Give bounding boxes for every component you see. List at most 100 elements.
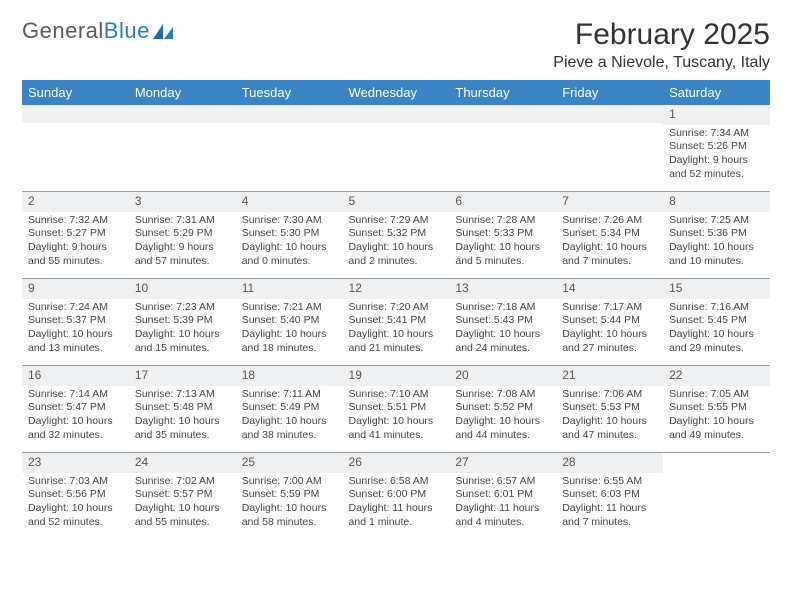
day-details: Sunrise: 7:00 AMSunset: 5:59 PMDaylight:… xyxy=(236,473,343,534)
day-cell: 22Sunrise: 7:05 AMSunset: 5:55 PMDayligh… xyxy=(663,366,770,453)
day-details: Sunrise: 7:31 AMSunset: 5:29 PMDaylight:… xyxy=(129,212,236,273)
day-number: 19 xyxy=(343,366,450,386)
day-details: Sunrise: 7:30 AMSunset: 5:30 PMDaylight:… xyxy=(236,212,343,273)
sunset-text: Sunset: 5:43 PM xyxy=(455,314,550,328)
daylight1-text: Daylight: 10 hours xyxy=(562,415,657,429)
day-cell: 21Sunrise: 7:06 AMSunset: 5:53 PMDayligh… xyxy=(556,366,663,453)
day-cell xyxy=(556,105,663,192)
day-number: 17 xyxy=(129,366,236,386)
day-number: 28 xyxy=(556,453,663,473)
day-number: 2 xyxy=(22,192,129,212)
daylight2-text: and 7 minutes. xyxy=(562,516,657,530)
daylight2-text: and 57 minutes. xyxy=(135,255,230,269)
sunrise-text: Sunrise: 7:18 AM xyxy=(455,301,550,315)
weekday-header: Friday xyxy=(556,80,663,105)
day-details: Sunrise: 7:23 AMSunset: 5:39 PMDaylight:… xyxy=(129,299,236,360)
day-details: Sunrise: 7:13 AMSunset: 5:48 PMDaylight:… xyxy=(129,386,236,447)
day-cell: 8Sunrise: 7:25 AMSunset: 5:36 PMDaylight… xyxy=(663,192,770,279)
day-number: 8 xyxy=(663,192,770,212)
day-number: 18 xyxy=(236,366,343,386)
day-details: Sunrise: 7:34 AMSunset: 5:26 PMDaylight:… xyxy=(663,125,770,186)
sunrise-text: Sunrise: 7:17 AM xyxy=(562,301,657,315)
sunset-text: Sunset: 5:59 PM xyxy=(242,488,337,502)
weekday-header: Tuesday xyxy=(236,80,343,105)
day-details: Sunrise: 6:57 AMSunset: 6:01 PMDaylight:… xyxy=(449,473,556,534)
day-cell: 5Sunrise: 7:29 AMSunset: 5:32 PMDaylight… xyxy=(343,192,450,279)
daylight2-text: and 52 minutes. xyxy=(669,168,764,182)
day-cell xyxy=(22,105,129,192)
day-details: Sunrise: 7:08 AMSunset: 5:52 PMDaylight:… xyxy=(449,386,556,447)
week-row: 1Sunrise: 7:34 AMSunset: 5:26 PMDaylight… xyxy=(22,105,770,192)
day-number xyxy=(663,453,770,471)
daylight2-text: and 5 minutes. xyxy=(455,255,550,269)
weekday-header-row: Sunday Monday Tuesday Wednesday Thursday… xyxy=(22,80,770,105)
week-row: 23Sunrise: 7:03 AMSunset: 5:56 PMDayligh… xyxy=(22,453,770,532)
daylight1-text: Daylight: 10 hours xyxy=(242,328,337,342)
sunset-text: Sunset: 6:00 PM xyxy=(349,488,444,502)
day-details: Sunrise: 7:17 AMSunset: 5:44 PMDaylight:… xyxy=(556,299,663,360)
day-cell: 9Sunrise: 7:24 AMSunset: 5:37 PMDaylight… xyxy=(22,279,129,366)
day-cell: 14Sunrise: 7:17 AMSunset: 5:44 PMDayligh… xyxy=(556,279,663,366)
sunset-text: Sunset: 5:49 PM xyxy=(242,401,337,415)
daylight1-text: Daylight: 10 hours xyxy=(349,328,444,342)
day-cell: 26Sunrise: 6:58 AMSunset: 6:00 PMDayligh… xyxy=(343,453,450,532)
weekday-header: Thursday xyxy=(449,80,556,105)
sunrise-text: Sunrise: 7:24 AM xyxy=(28,301,123,315)
daylight2-text: and 4 minutes. xyxy=(455,516,550,530)
sunrise-text: Sunrise: 7:06 AM xyxy=(562,388,657,402)
day-cell: 4Sunrise: 7:30 AMSunset: 5:30 PMDaylight… xyxy=(236,192,343,279)
day-cell: 3Sunrise: 7:31 AMSunset: 5:29 PMDaylight… xyxy=(129,192,236,279)
day-number: 22 xyxy=(663,366,770,386)
day-cell: 18Sunrise: 7:11 AMSunset: 5:49 PMDayligh… xyxy=(236,366,343,453)
daylight1-text: Daylight: 10 hours xyxy=(349,415,444,429)
daylight2-text: and 35 minutes. xyxy=(135,429,230,443)
sunrise-text: Sunrise: 7:34 AM xyxy=(669,127,764,141)
sunset-text: Sunset: 5:51 PM xyxy=(349,401,444,415)
daylight1-text: Daylight: 10 hours xyxy=(28,328,123,342)
day-number xyxy=(556,105,663,123)
location: Pieve a Nievole, Tuscany, Italy xyxy=(553,54,770,72)
sunset-text: Sunset: 5:56 PM xyxy=(28,488,123,502)
day-details: Sunrise: 7:14 AMSunset: 5:47 PMDaylight:… xyxy=(22,386,129,447)
day-details: Sunrise: 7:20 AMSunset: 5:41 PMDaylight:… xyxy=(343,299,450,360)
daylight2-text: and 13 minutes. xyxy=(28,342,123,356)
sunrise-text: Sunrise: 7:11 AM xyxy=(242,388,337,402)
day-details: Sunrise: 7:10 AMSunset: 5:51 PMDaylight:… xyxy=(343,386,450,447)
sunset-text: Sunset: 5:45 PM xyxy=(669,314,764,328)
sunset-text: Sunset: 5:40 PM xyxy=(242,314,337,328)
daylight1-text: Daylight: 9 hours xyxy=(135,241,230,255)
sunset-text: Sunset: 5:47 PM xyxy=(28,401,123,415)
weekday-header: Wednesday xyxy=(343,80,450,105)
day-number xyxy=(22,105,129,123)
day-number: 26 xyxy=(343,453,450,473)
day-number: 10 xyxy=(129,279,236,299)
daylight1-text: Daylight: 10 hours xyxy=(135,502,230,516)
daylight1-text: Daylight: 10 hours xyxy=(135,328,230,342)
sunset-text: Sunset: 5:36 PM xyxy=(669,227,764,241)
day-number: 6 xyxy=(449,192,556,212)
daylight2-text: and 18 minutes. xyxy=(242,342,337,356)
daylight2-text: and 15 minutes. xyxy=(135,342,230,356)
daylight2-text: and 32 minutes. xyxy=(28,429,123,443)
day-number: 25 xyxy=(236,453,343,473)
week-row: 9Sunrise: 7:24 AMSunset: 5:37 PMDaylight… xyxy=(22,279,770,366)
daylight2-text: and 24 minutes. xyxy=(455,342,550,356)
day-details: Sunrise: 7:32 AMSunset: 5:27 PMDaylight:… xyxy=(22,212,129,273)
sunrise-text: Sunrise: 7:05 AM xyxy=(669,388,764,402)
weekday-header: Saturday xyxy=(663,80,770,105)
day-cell: 19Sunrise: 7:10 AMSunset: 5:51 PMDayligh… xyxy=(343,366,450,453)
day-cell: 28Sunrise: 6:55 AMSunset: 6:03 PMDayligh… xyxy=(556,453,663,532)
day-details: Sunrise: 7:28 AMSunset: 5:33 PMDaylight:… xyxy=(449,212,556,273)
day-cell: 2Sunrise: 7:32 AMSunset: 5:27 PMDaylight… xyxy=(22,192,129,279)
day-number: 9 xyxy=(22,279,129,299)
header: GeneralBlue February 2025 Pieve a Nievol… xyxy=(22,18,770,72)
day-cell: 15Sunrise: 7:16 AMSunset: 5:45 PMDayligh… xyxy=(663,279,770,366)
daylight1-text: Daylight: 10 hours xyxy=(455,328,550,342)
daylight2-text: and 21 minutes. xyxy=(349,342,444,356)
daylight2-text: and 29 minutes. xyxy=(669,342,764,356)
day-details: Sunrise: 7:18 AMSunset: 5:43 PMDaylight:… xyxy=(449,299,556,360)
day-cell xyxy=(236,105,343,192)
sunrise-text: Sunrise: 7:31 AM xyxy=(135,214,230,228)
day-number: 5 xyxy=(343,192,450,212)
daylight1-text: Daylight: 10 hours xyxy=(455,415,550,429)
